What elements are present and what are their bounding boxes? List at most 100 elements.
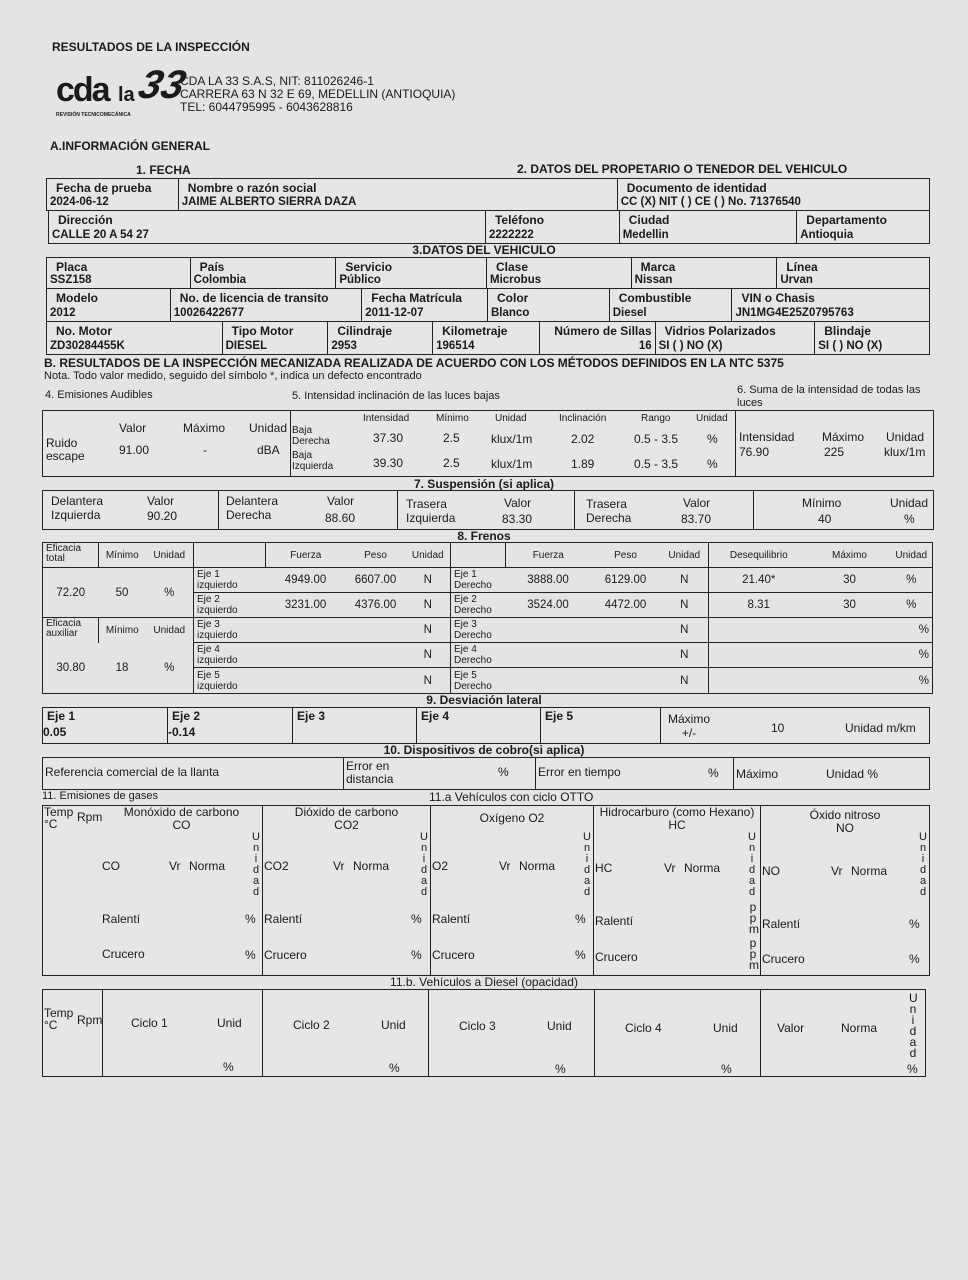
diesel-cycle-2: Ciclo 2 Unid% — [263, 990, 429, 1076]
gases-unidad: Unidad — [252, 831, 260, 898]
gases-items-3-symbol: HC — [595, 861, 613, 875]
vehicle-rows-0-0-label: Placa — [56, 260, 88, 274]
combustible-field: Combustible Diesel — [610, 289, 733, 321]
direccion-field: Dirección CALLE 20 A 54 27 — [49, 211, 486, 243]
suspension-col-unidad: Unidad — [890, 496, 929, 510]
lights-columns-0: Intensidad — [363, 413, 410, 424]
owner-row-2: Dirección CALLE 20 A 54 27 Teléfono 222222… — [48, 211, 930, 244]
general-departamento-value: Antioquia — [800, 229, 854, 241]
gases-norma: Norma — [519, 859, 556, 873]
vehicle-rows-1-4-label: Combustible — [618, 291, 692, 305]
brakes-axles-0-izq-fuerza: 4949.00 — [265, 567, 346, 593]
lateral-axles-1-label: Eje 2 — [172, 709, 201, 723]
gases-items-1-unit-ralenti: % — [411, 912, 422, 926]
general-ciudad-label: Ciudad — [628, 213, 670, 227]
suspension-heading: 7. Suspensión (si aplica) — [413, 477, 555, 491]
lateral-unidad: Unidad m/km — [845, 721, 916, 735]
gas-hc: Hidrocarburo (como Hexano) HC Unidad HC Vr… — [594, 806, 761, 975]
brakes-eficacia-total-col-minimo: Mínimo — [98, 542, 146, 568]
lights-rows-0-unidad2: % — [707, 432, 718, 446]
otto-gases-table: Temp °C Rpm Monóxido de carbono CO Unidad … — [42, 805, 930, 976]
gases-items-0-title: Monóxido de carbono — [123, 805, 240, 819]
lateral-axles-4-label: Eje 5 — [545, 709, 574, 723]
brakes-header-row: Eficacia total Mínimo Unidad Fuerza Peso Uni… — [42, 542, 933, 568]
gases-items-0-unit-ralenti: % — [245, 912, 256, 926]
lights-rows-1-rango: 0.5 - 3.5 — [634, 457, 679, 471]
lights-rows-1-minimo: 2.5 — [443, 456, 460, 470]
brakes-axles-3-unidad: % — [890, 642, 933, 668]
brakes-col-unidad: Unidad — [405, 542, 451, 568]
brakes-col-unidad: Unidad — [890, 542, 933, 568]
lateral-axles-3-label: Eje 4 — [421, 709, 450, 723]
brakes-axles-2-unidad: % — [890, 617, 933, 643]
placa-field: Placa SSZ158 — [47, 258, 191, 288]
modelo-field: Modelo 2012 — [47, 289, 171, 321]
gases-items-2-symbol: O2 — [432, 859, 449, 873]
telefono-field: Teléfono 2222222 — [486, 211, 620, 243]
lights-heading: 5. Intensidad inclinación de las luces b… — [292, 390, 500, 402]
vehicle-rows-1-0-value: 2012 — [50, 307, 76, 319]
marca-field: Marca Nissan — [632, 258, 778, 288]
general-telefono-value: 2222222 — [488, 229, 534, 241]
diesel-cycles-3-unit: % — [721, 1062, 732, 1076]
otto-heading: 11.a Vehículos con ciclo OTTO — [429, 790, 594, 804]
brakes-eficacia-auxiliar-minimo: 18 — [98, 642, 146, 694]
suspension-rear-left: Trasera Izquierda Valor 83.30 — [398, 491, 575, 529]
cilindraje-field: Cilindraje 2953 — [328, 322, 434, 354]
gases-vr: Vr — [664, 861, 676, 875]
gases-items-4-formula: NO — [836, 821, 854, 835]
lateral-axles-1-value: -0.14 — [168, 725, 196, 739]
brakes-axles-2-izq-peso — [345, 617, 406, 643]
desequilibrio-value: 21.40* — [708, 567, 809, 593]
general-documento-label: Documento de identidad — [626, 181, 767, 195]
brakes-axles-3-izq-unidad: N — [405, 642, 451, 668]
lateral-max-label: Máximo +/- — [667, 712, 710, 740]
brakes-axles-3-der: Eje 4 Derecho — [450, 642, 506, 668]
vehicle-rows-2-6-label: Blindaje — [824, 324, 871, 338]
documento-field: Documento de identidad CC (X) NIT ( ) CE … — [618, 179, 929, 210]
gases-items-3-title: Hidrocarburo (como Hexano) — [599, 805, 755, 819]
header-logo-tagline: REVISIÓN TECNICOMECÁNICA — [56, 112, 131, 118]
gases-items-2-formula: Oxígeno O2 — [479, 811, 545, 825]
suspension-items-0-value: 90.20 — [147, 509, 178, 523]
suspension-items-2-value: 83.30 — [502, 512, 533, 526]
vehicle-rows-1-5-value: JN1MG4E25Z0795763 — [735, 307, 854, 319]
vehicle-rows-0-4-value: Nissan — [634, 274, 673, 286]
gases-crucero: Crucero — [432, 948, 475, 962]
fecha-heading: 1. FECHA — [136, 163, 191, 177]
gases-ralenti: Ralentí — [102, 912, 141, 926]
document-title: RESULTADOS DE LA INSPECCIÓN — [52, 40, 250, 54]
servicio-field: Servicio Público — [336, 258, 487, 288]
brakes-eficacia-auxiliar-col-unidad: Unidad — [145, 617, 194, 643]
diesel-cycle-3: Ciclo 3 Unid% — [429, 990, 595, 1076]
suspension-table: Delantera Izquierda Valor 90.20 Delantera … — [42, 490, 934, 530]
vehicle-rows-2-1-label: Tipo Motor — [231, 324, 294, 338]
gas-o2: Oxígeno O2 Unidad O2 Vr Norma Ralentí% Cru… — [431, 806, 594, 975]
gases-crucero: Crucero — [595, 950, 638, 964]
gases-crucero: Crucero — [264, 948, 307, 962]
gases-items-0-formula: CO — [172, 818, 191, 832]
gases-items-1-symbol: CO2 — [264, 859, 289, 873]
vehicle-rows-1-1-value: 10026422677 — [173, 307, 245, 319]
general-nombre-label: Nombre o razón social — [187, 181, 317, 195]
vehicle-rows-1-4-value: Diesel — [612, 307, 647, 319]
diesel-unidad: Unidad — [909, 991, 918, 1060]
gases-ralenti: Ralentí — [762, 917, 801, 931]
vehicle-rows-2-3-value: 196514 — [436, 340, 475, 352]
lights-rows-0-rango: 0.5 - 3.5 — [634, 432, 679, 446]
brakes-axles-4-desequilibrio — [708, 667, 809, 694]
lights-sum-col-intensidad: Intensidad — [739, 430, 795, 444]
diesel-norma: Norma — [841, 1021, 878, 1035]
brakes-axles-0-unidad: % — [890, 567, 933, 593]
vehicle-rows-0-0-value: SSZ158 — [50, 274, 92, 286]
gases-items-2-unit-ralenti: % — [575, 912, 586, 926]
lights-rows-1-inclinacion: 1.89 — [571, 457, 595, 471]
brakes-axles-4-izq-peso — [345, 667, 406, 694]
brakes-col-fuerza: Fuerza — [505, 542, 591, 568]
licencia-field: No. de licencia de transito 10026422677 — [171, 289, 363, 321]
noise-col-valor: Valor — [119, 421, 147, 435]
brakes-axles-0-izq-peso: 6607.00 — [345, 567, 406, 593]
general-nombre-value: JAIME ALBERTO SIERRA DAZA — [181, 196, 357, 208]
section-a-title: A.INFORMACIÓN GENERAL — [50, 139, 210, 153]
clase-field: Clase Microbus — [487, 258, 632, 288]
